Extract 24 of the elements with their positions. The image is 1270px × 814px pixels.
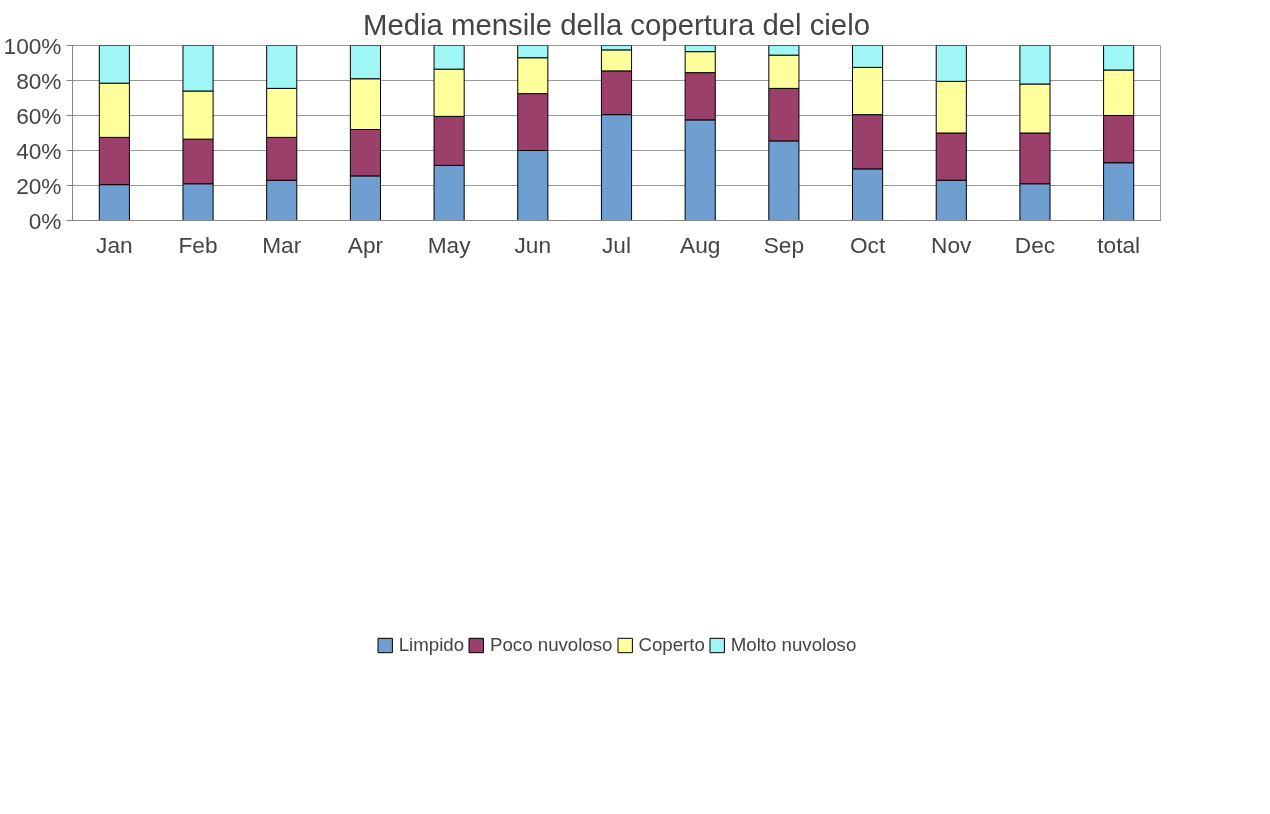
y-tick-label: 0% <box>28 207 62 234</box>
x-tick-label: Jul <box>602 231 631 258</box>
x-tick-label: Nov <box>931 231 973 258</box>
y-tick-label: 20% <box>16 172 62 199</box>
y-tick-label: 40% <box>16 137 62 164</box>
x-tick-label: Dec <box>1014 231 1056 258</box>
chart-title: Media mensile della copertura del cielo <box>363 7 870 41</box>
x-tick-label: Jan <box>96 231 133 258</box>
y-tick-label: 100% <box>3 32 62 59</box>
x-tick-label: Feb <box>178 231 218 258</box>
legend-label: Coperto <box>638 633 705 656</box>
legend-label: Molto nuvoloso <box>730 633 857 656</box>
x-tick-label: May <box>427 231 472 258</box>
x-tick-label: Mar <box>262 231 302 258</box>
legend-label: Poco nuvoloso <box>490 633 613 656</box>
y-tick-label: 80% <box>16 67 62 94</box>
x-tick-label: Apr <box>347 231 384 258</box>
x-tick-label: total <box>1097 231 1141 258</box>
y-tick-label: 60% <box>16 102 62 129</box>
x-tick-label: Jun <box>514 231 552 258</box>
legend-label: Limpido <box>398 633 465 656</box>
x-tick-label: Oct <box>849 231 886 258</box>
x-tick-label: Aug <box>680 231 721 258</box>
x-tick-label: Sep <box>763 231 805 258</box>
